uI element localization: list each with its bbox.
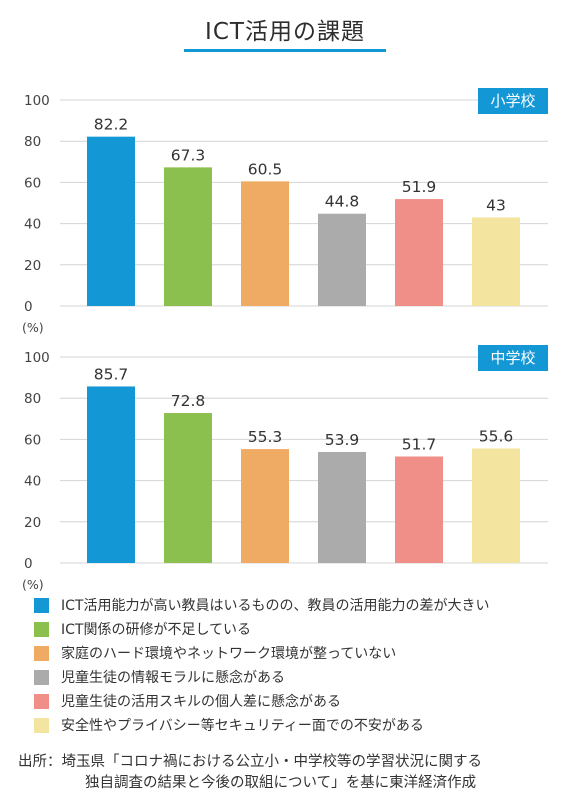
school-badge-label: 中学校 xyxy=(490,349,535,367)
bar xyxy=(318,451,366,563)
legend-label: ICT活用能力が高い教員はいるものの、教員の活用能力の差が大きい xyxy=(61,598,490,614)
legend-swatch xyxy=(34,669,49,685)
source-note: 出所：埼玉県「コロナ禍における公立小・中学校等の学習状況に関する 独自調査の結果… xyxy=(18,752,482,794)
bar-value-label: 55.3 xyxy=(248,428,283,446)
y-unit-label: (%) xyxy=(22,320,44,335)
page-title: ICT活用の課題 xyxy=(205,19,365,45)
y-tick-label: 80 xyxy=(24,134,41,150)
y-unit-label: (%) xyxy=(22,577,44,592)
bar xyxy=(164,167,212,306)
y-tick-label: 80 xyxy=(24,391,41,407)
y-tick-label: 100 xyxy=(24,93,50,109)
bar-value-label: 85.7 xyxy=(94,365,129,383)
y-tick-label: 20 xyxy=(24,515,41,531)
bar-value-label: 43 xyxy=(486,196,506,214)
school-badge-label: 小学校 xyxy=(490,92,535,110)
legend-item: 児童生徒の情報モラルに懸念がある xyxy=(34,665,489,689)
bar xyxy=(395,199,443,306)
legend-swatch xyxy=(34,717,49,733)
legend-item: ICT関係の研修が不足している xyxy=(34,617,489,641)
bar xyxy=(241,181,289,306)
bar xyxy=(318,213,366,306)
legend-label: 安全性やプライバシー等セキュリティー面での不安がある xyxy=(61,718,424,734)
y-tick-label: 60 xyxy=(24,175,41,191)
y-tick-label: 60 xyxy=(24,432,41,448)
school-badge xyxy=(478,88,548,114)
bar-value-label: 67.3 xyxy=(171,146,206,164)
legend-item: 家庭のハード環境やネットワーク環境が整っていない xyxy=(34,641,489,665)
source-line: 独自調査の結果と今後の取組について」を基に東洋経済作成 xyxy=(85,775,477,791)
elementary-school-chart: 0 20 40 60 80 100 (%) 82.2 67.3 60.5 44.8 51.9 43 小学校 xyxy=(22,88,548,335)
y-tick-label: 0 xyxy=(24,299,33,315)
junior-high-school-chart: 0 20 40 60 80 100 (%) 85.7 72.8 55.3 53.9 51.7 55.6 中… xyxy=(22,345,548,592)
y-tick-label: 40 xyxy=(24,474,41,490)
bar-value-label: 53.9 xyxy=(325,431,360,449)
legend-swatch xyxy=(34,621,49,637)
bar-value-label: 60.5 xyxy=(248,160,283,178)
bar-value-label: 72.8 xyxy=(171,392,206,410)
legend-swatch xyxy=(34,693,49,709)
bar xyxy=(164,413,212,563)
legend-label: 児童生徒の活用スキルの個人差に懸念がある xyxy=(61,694,341,710)
legend-label: 児童生徒の情報モラルに懸念がある xyxy=(61,670,285,686)
bar-value-label: 51.7 xyxy=(402,435,437,453)
bar-value-label: 55.6 xyxy=(479,427,514,445)
source-line: 出所：埼玉県「コロナ禍における公立小・中学校等の学習状況に関する xyxy=(18,754,482,770)
legend-label: 家庭のハード環境やネットワーク環境が整っていない xyxy=(61,646,397,662)
bar-value-label: 82.2 xyxy=(94,116,129,134)
bar xyxy=(395,456,443,563)
y-tick-label: 40 xyxy=(24,217,41,233)
bar xyxy=(87,386,135,563)
legend-item: 安全性やプライバシー等セキュリティー面での不安がある xyxy=(34,713,489,737)
y-tick-label: 0 xyxy=(24,556,33,572)
legend-label: ICT関係の研修が不足している xyxy=(61,622,252,638)
y-tick-label: 100 xyxy=(24,350,50,366)
bar-value-label: 51.9 xyxy=(402,178,437,196)
bar xyxy=(87,136,135,306)
bar-value-label: 44.8 xyxy=(325,193,360,211)
title-underline xyxy=(184,49,386,52)
legend-swatch xyxy=(34,597,49,613)
legend-item: 児童生徒の活用スキルの個人差に懸念がある xyxy=(34,689,489,713)
y-tick-label: 20 xyxy=(24,258,41,274)
legend-item: ICT活用能力が高い教員はいるものの、教員の活用能力の差が大きい xyxy=(34,593,489,617)
legend: ICT活用能力が高い教員はいるものの、教員の活用能力の差が大きい ICT関係の研… xyxy=(34,593,489,737)
bar xyxy=(472,217,520,306)
legend-swatch xyxy=(34,645,49,661)
bar xyxy=(241,449,289,563)
bar xyxy=(472,448,520,563)
school-badge xyxy=(478,345,548,371)
